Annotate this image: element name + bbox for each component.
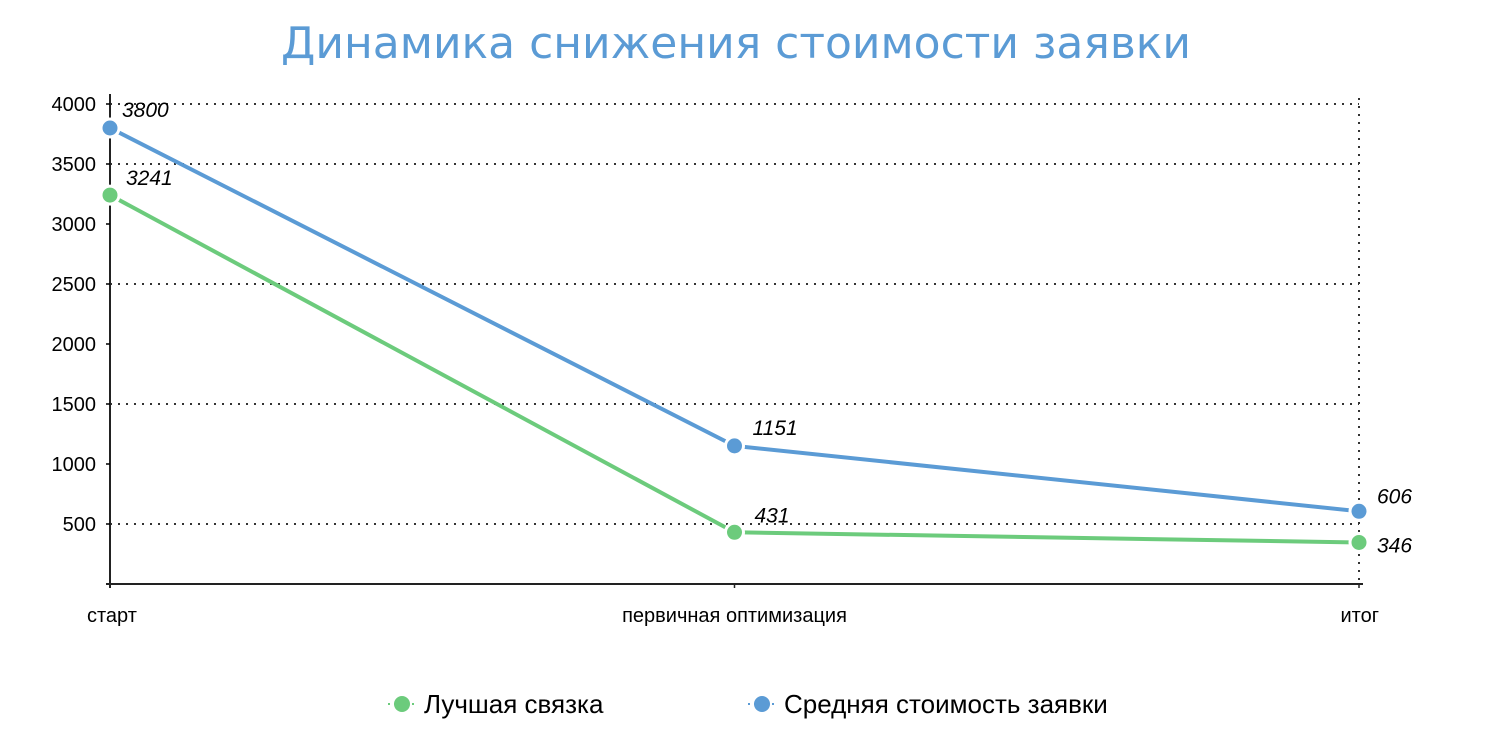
legend-swatch-marker <box>754 696 770 712</box>
y-tick-label-1500: 1500 <box>52 394 97 416</box>
axes <box>106 94 1363 588</box>
data-label: 3241 <box>126 167 173 190</box>
y-tick-label-4000: 4000 <box>52 94 97 116</box>
series-points <box>99 117 1370 553</box>
grid-lines <box>110 98 1360 584</box>
y-tick-label-500: 500 <box>63 514 96 536</box>
y-tick-label-3000: 3000 <box>52 214 97 236</box>
data-point <box>1348 500 1370 522</box>
data-labels: 3241 431 346 3800 1151 606 <box>122 99 1412 557</box>
legend: Лучшая связка Средняя стоимость заявки <box>388 689 1108 719</box>
y-axis-ticks: 500 1000 1500 2000 2500 3000 3500 4000 <box>52 94 110 536</box>
legend-swatch-marker <box>394 696 410 712</box>
data-label: 431 <box>755 504 790 527</box>
x-category-label: первичная оптимизация <box>622 605 847 627</box>
data-label: 606 <box>1377 485 1412 508</box>
x-axis-labels: старт первичная оптимизация итог <box>87 584 1379 627</box>
data-label: 346 <box>1377 534 1412 557</box>
y-tick-label-1000: 1000 <box>52 454 97 476</box>
data-point <box>99 117 121 139</box>
y-tick-label-2000: 2000 <box>52 334 97 356</box>
x-category-label: старт <box>87 605 137 627</box>
data-point <box>724 521 745 543</box>
data-label: 1151 <box>753 417 798 440</box>
legend-entry-label: Лучшая связка <box>424 689 604 719</box>
legend-entry-label: Средняя стоимость заявки <box>784 689 1108 719</box>
y-tick-label-3500: 3500 <box>52 154 97 176</box>
data-point <box>99 184 121 206</box>
x-category-label: итог <box>1340 605 1379 627</box>
data-label: 3800 <box>122 99 169 122</box>
y-tick-label-2500: 2500 <box>52 274 97 296</box>
data-point <box>1348 531 1370 553</box>
series-lines <box>109 126 1360 545</box>
data-point <box>724 435 745 457</box>
chart-title: Динамика снижения стоимости заявки <box>281 18 1191 69</box>
